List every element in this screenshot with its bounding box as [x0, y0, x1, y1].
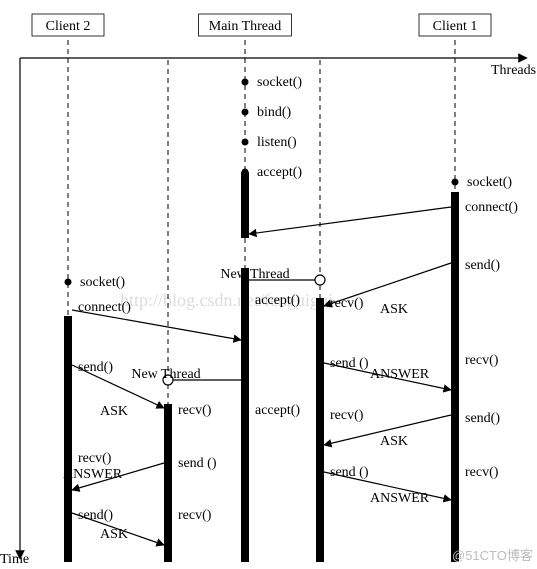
side-label: recv(): [178, 508, 212, 523]
side-label: recv(): [178, 403, 212, 418]
message-arrow: [72, 310, 241, 340]
call-dot: [242, 79, 249, 86]
activation-mainthread-1: [241, 268, 249, 408]
call-dot: [242, 109, 249, 116]
message-label: ASK: [380, 302, 408, 317]
side-label: recv(): [78, 451, 112, 466]
activation-client2-4: [64, 316, 72, 562]
side-label: send(): [78, 360, 113, 375]
message-label: ASK: [380, 434, 408, 449]
activation-mainthread-0: [241, 172, 249, 238]
call-label: socket(): [257, 75, 302, 90]
lifeline-label-mainthread: Main Thread: [209, 19, 281, 34]
message-arrow: [249, 207, 451, 234]
side-label: send (): [178, 456, 217, 471]
time-axis-label: Time: [0, 552, 29, 567]
call-label: listen(): [257, 135, 297, 150]
spawn-label: New Thread: [131, 367, 200, 382]
lifeline-label-client1: Client 1: [433, 19, 478, 34]
side-label: connect(): [465, 200, 518, 215]
side-label: send(): [465, 258, 500, 273]
lifeline-label-client2: Client 2: [46, 19, 91, 34]
call-dot: [242, 169, 249, 176]
side-label: accept(): [255, 403, 300, 418]
activation-client1-3: [451, 192, 459, 562]
activation-mainthread-2: [241, 407, 249, 562]
side-label: accept(): [255, 293, 300, 308]
activation-newthread1-5: [316, 298, 324, 562]
side-label: recv(): [330, 408, 364, 423]
cto-watermark: @51CTO博客: [452, 548, 533, 563]
watermark-text: http://blog.csdn.net/fenguigui: [120, 290, 333, 310]
side-label: recv(): [465, 465, 499, 480]
call-dot: [65, 279, 72, 286]
call-label: socket(): [467, 175, 512, 190]
message-label: ANSWER: [370, 367, 430, 382]
call-dot: [242, 139, 249, 146]
activation-newthread2-6: [164, 404, 172, 562]
message-label: ANSWER: [370, 491, 430, 506]
spawn-src-dot: [242, 377, 249, 384]
call-label: accept(): [257, 165, 302, 180]
call-dot: [452, 179, 459, 186]
message-label: ANSWER: [63, 467, 123, 482]
message-label: ASK: [100, 527, 128, 542]
call-label: socket(): [80, 275, 125, 290]
side-label: send(): [465, 411, 500, 426]
message-label: ASK: [100, 404, 128, 419]
message-arrow: [324, 263, 451, 306]
call-label: bind(): [257, 105, 292, 120]
side-label: recv(): [465, 353, 499, 368]
spawn-label: New Thread: [220, 267, 289, 282]
sequence-diagram: http://blog.csdn.net/fenguigui Threads Tim…: [0, 0, 537, 569]
spawn-dst-circle: [315, 275, 325, 285]
threads-axis-label: Threads: [491, 63, 536, 78]
